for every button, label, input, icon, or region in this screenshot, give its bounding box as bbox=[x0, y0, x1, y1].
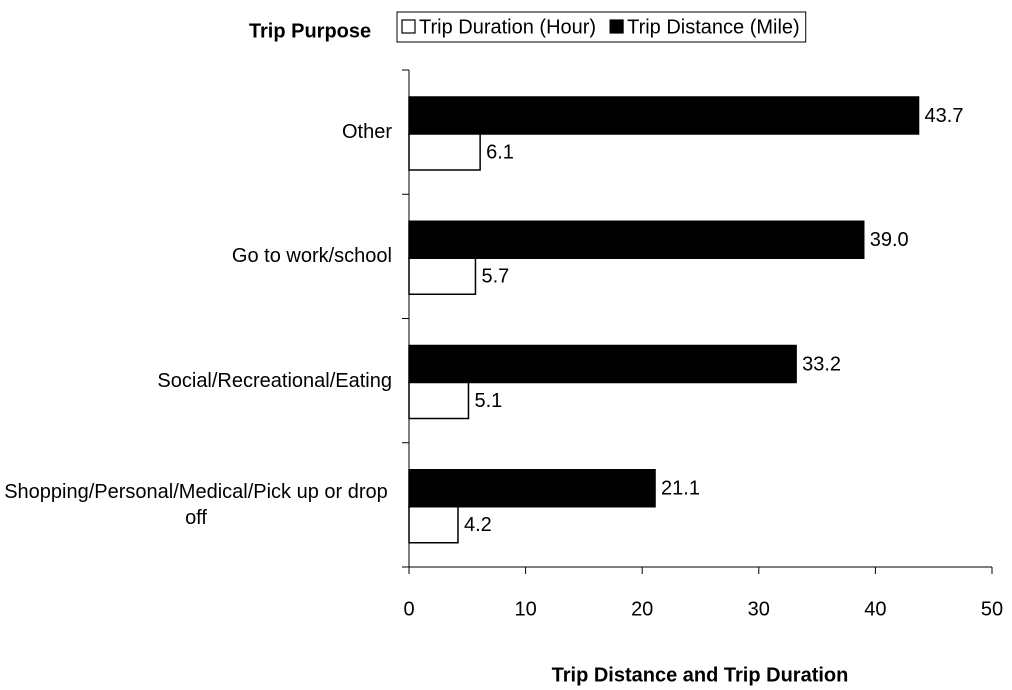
data-label: 5.1 bbox=[474, 390, 502, 412]
bar bbox=[408, 96, 920, 135]
x-tick-label: 50 bbox=[981, 598, 1003, 620]
data-label: 6.1 bbox=[486, 141, 514, 163]
data-label: 5.7 bbox=[481, 266, 509, 288]
legend-swatch bbox=[401, 19, 416, 34]
bar bbox=[408, 506, 459, 544]
legend-label: Trip Duration (Hour) bbox=[419, 16, 596, 38]
y-tick-label: Shopping/Personal/Medical/Pick up or dro… bbox=[0, 479, 392, 531]
bar bbox=[408, 257, 477, 295]
category-label: Other bbox=[341, 121, 392, 144]
data-label: 43.7 bbox=[925, 105, 964, 127]
category-label: Go to work/school bbox=[231, 245, 392, 268]
x-tick-label: 30 bbox=[748, 598, 770, 620]
x-tick-label: 20 bbox=[631, 598, 653, 620]
y-tick-label: Other bbox=[0, 119, 392, 145]
legend-swatch bbox=[609, 19, 624, 34]
legend-box bbox=[396, 11, 807, 43]
bar bbox=[408, 133, 481, 171]
x-axis-title: Trip Distance and Trip Duration bbox=[552, 664, 849, 686]
x-tick-label: 40 bbox=[864, 598, 886, 620]
bar bbox=[408, 381, 470, 420]
y-axis-title: Trip Purpose bbox=[249, 20, 371, 42]
data-label: 33.2 bbox=[802, 353, 841, 375]
category-label: Shopping/Personal/Medical/Pick up or dro… bbox=[4, 480, 388, 529]
bar bbox=[408, 220, 865, 259]
bar bbox=[408, 344, 797, 384]
bar bbox=[408, 469, 656, 508]
x-tick-label: 0 bbox=[403, 598, 414, 620]
data-label: 4.2 bbox=[464, 514, 492, 536]
legend-label: Trip Distance (Mile) bbox=[627, 16, 800, 38]
category-label: Social/Recreational/Eating bbox=[157, 369, 392, 392]
y-tick-label: Social/Recreational/Eating bbox=[0, 368, 392, 394]
x-tick-label: 10 bbox=[514, 598, 536, 620]
data-label: 21.1 bbox=[661, 478, 700, 500]
data-label: 39.0 bbox=[870, 229, 909, 251]
y-tick-label: Go to work/school bbox=[0, 243, 392, 269]
